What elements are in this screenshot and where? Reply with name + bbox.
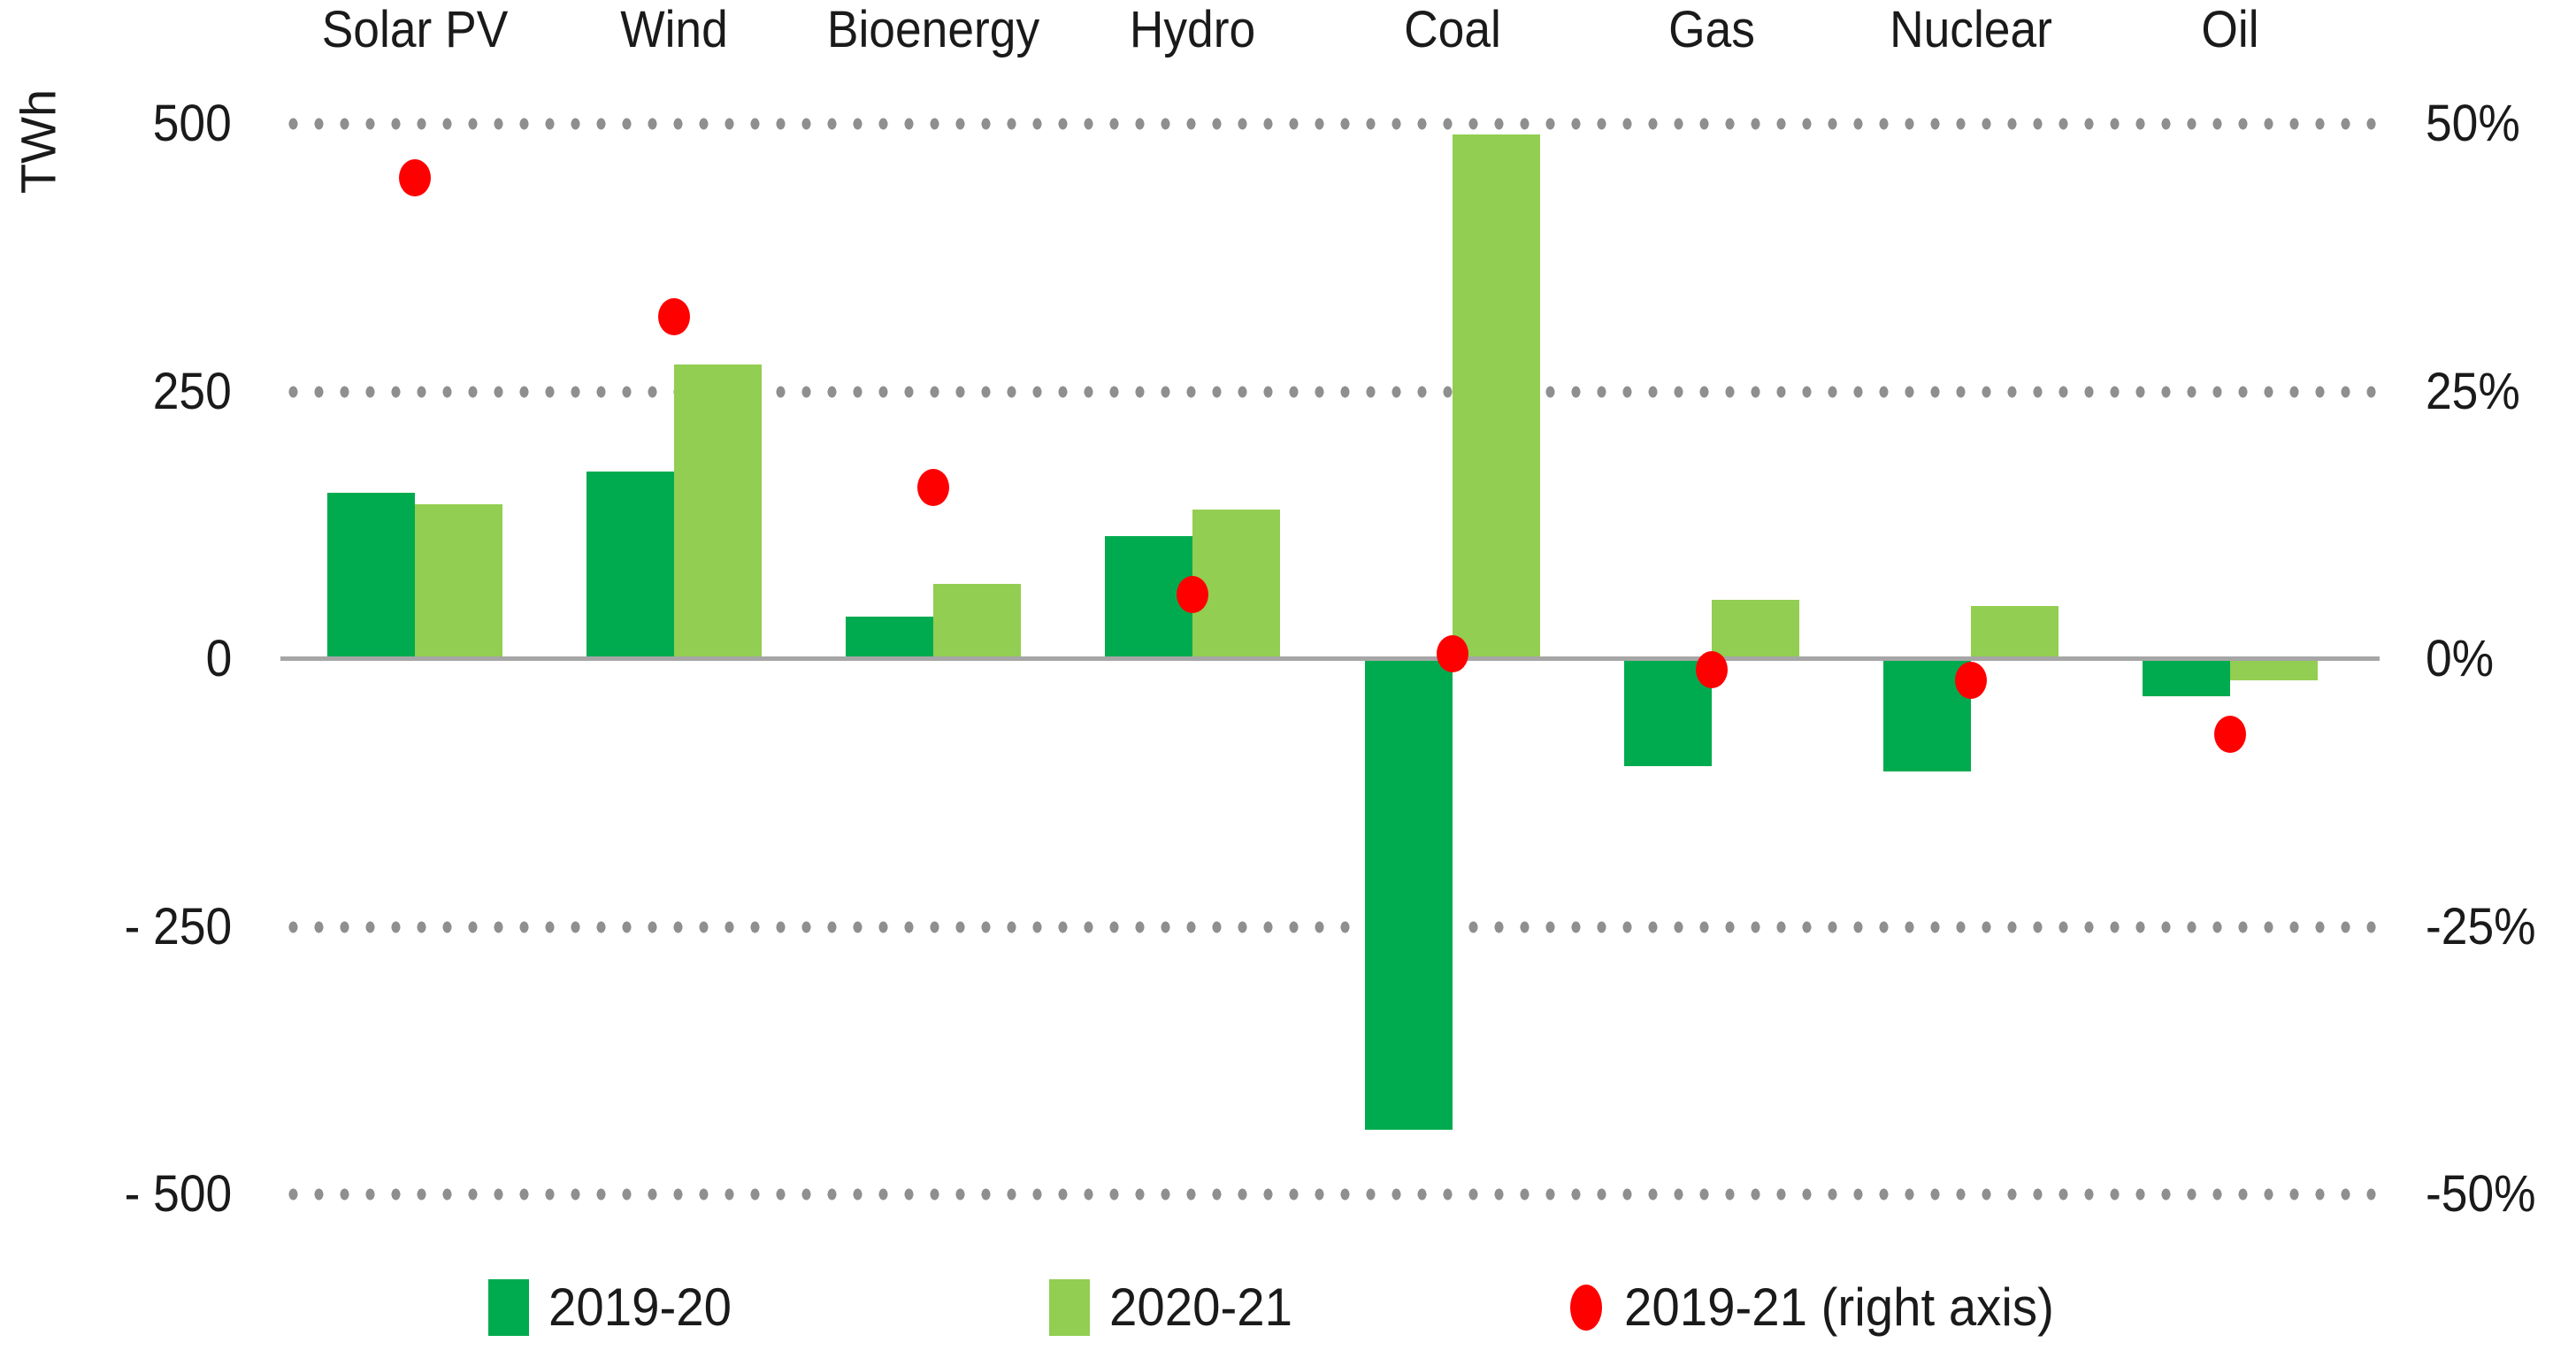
- zero-axis-line: [280, 656, 2380, 661]
- bar-2019-20-coal: [1364, 659, 1453, 1131]
- category-label-gas: Gas: [1668, 1, 1755, 58]
- gridline--500: [280, 1188, 2380, 1201]
- right-tick-label-0: 0%: [2426, 630, 2495, 687]
- legend-marker-2020-21: [1049, 1279, 1090, 1336]
- dot-2019-21-right-axis-nuclear: [1954, 662, 1987, 700]
- left-tick-label-500: 500: [152, 95, 232, 152]
- legend-label-2019-21-right-axis: 2019-21 (right axis): [1624, 1277, 2054, 1337]
- category-label-coal: Coal: [1403, 1, 1501, 58]
- right-tick-label--25: -25%: [2426, 897, 2536, 955]
- dot-2019-21-right-axis-hydro: [1177, 576, 1209, 614]
- gridline-250: [280, 385, 2380, 398]
- bar-2020-21-hydro: [1192, 509, 1281, 659]
- bar-2020-21-nuclear: [1970, 605, 2058, 659]
- legend-marker-2019-21-right-axis: [1570, 1285, 1602, 1331]
- bar-2020-21-bioenergy: [933, 584, 1022, 659]
- dot-2019-21-right-axis-gas: [1695, 651, 1728, 689]
- right-tick-label-50: 50%: [2426, 95, 2520, 152]
- gridline--250: [280, 920, 2380, 933]
- category-label-nuclear: Nuclear: [1889, 1, 2052, 58]
- legend-label-2019-20: 2019-20: [548, 1277, 732, 1337]
- dot-2019-21-right-axis-wind: [658, 297, 691, 335]
- category-label-hydro: Hydro: [1130, 1, 1256, 58]
- legend-marker-2019-20: [488, 1279, 529, 1336]
- legend-label-2020-21: 2020-21: [1109, 1277, 1292, 1337]
- bar-2020-21-coal: [1452, 134, 1540, 659]
- right-tick-label-25: 25%: [2426, 362, 2520, 420]
- dot-2019-21-right-axis-coal: [1436, 634, 1468, 672]
- bar-2020-21-oil: [2229, 659, 2318, 681]
- legend: 2019-20 2020-21 2019-21 (right axis): [0, 1265, 2576, 1358]
- bar-2020-21-wind: [674, 364, 763, 659]
- dot-2019-21-right-axis-bioenergy: [917, 469, 950, 507]
- left-tick-label--500: - 500: [124, 1165, 232, 1223]
- bar-2019-20-solar-pv: [327, 493, 415, 659]
- bar-2019-20-wind: [586, 472, 675, 659]
- category-label-wind: Wind: [620, 1, 728, 58]
- bar-2020-21-solar-pv: [415, 503, 502, 659]
- category-label-bioenergy: Bioenergy: [827, 1, 1040, 58]
- left-tick-label-0: 0: [205, 630, 232, 687]
- category-label-solar-pv: Solar PV: [321, 1, 509, 58]
- gridline-500: [280, 118, 2380, 130]
- category-label-oil: Oil: [2201, 1, 2259, 58]
- right-tick-label--50: -50%: [2426, 1165, 2536, 1223]
- bar-2020-21-gas: [1711, 600, 1799, 659]
- dot-2019-21-right-axis-solar-pv: [399, 158, 431, 196]
- bar-2019-20-oil: [2142, 659, 2230, 697]
- bar-2019-20-bioenergy: [846, 616, 934, 659]
- left-tick-label--250: - 250: [124, 897, 232, 955]
- left-tick-label-250: 250: [152, 362, 232, 420]
- dot-2019-21-right-axis-oil: [2213, 715, 2246, 753]
